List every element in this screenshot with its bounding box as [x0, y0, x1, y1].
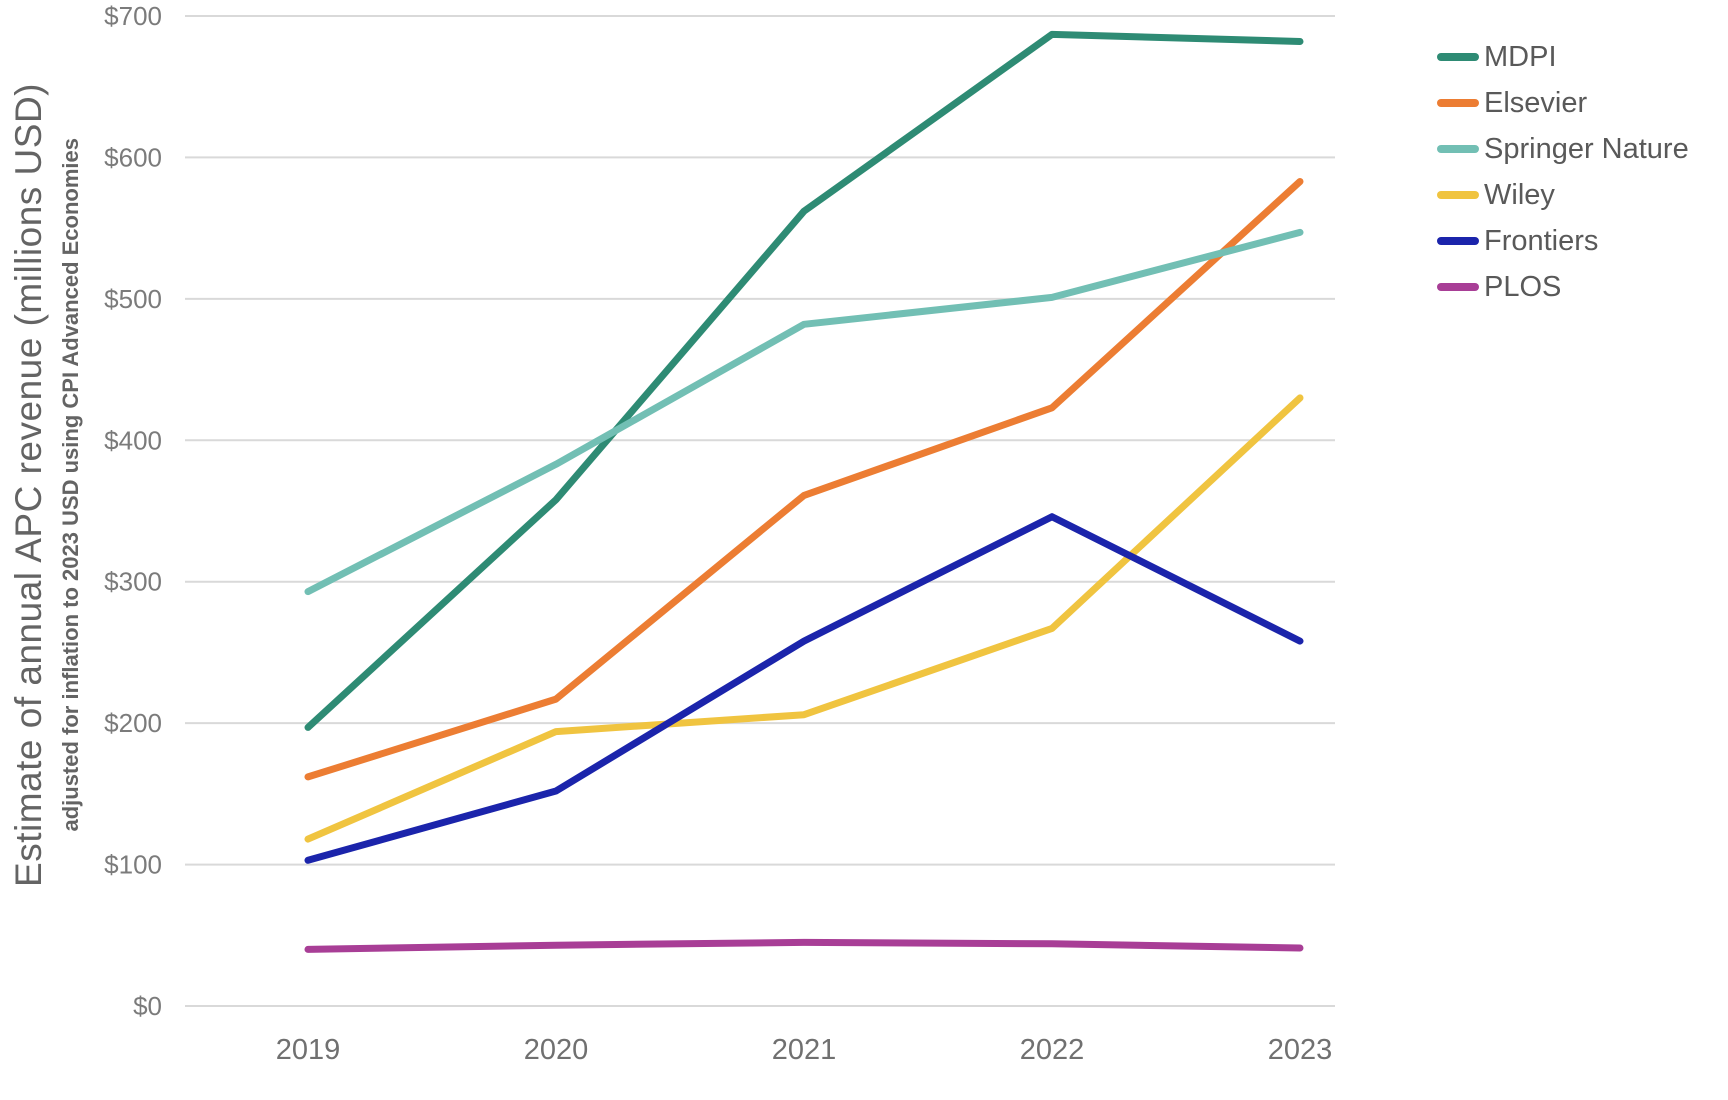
legend: MDPI Elsevier Springer Nature Wiley Frontier… [1437, 34, 1689, 310]
series-line-plos [304, 938, 1304, 953]
y-tick-label: $500 [104, 284, 162, 314]
y-tick-label: $600 [104, 142, 162, 172]
series-line-elsevier [304, 178, 1304, 781]
legend-item-frontiers: Frontiers [1437, 218, 1689, 264]
y-tick-label: $700 [104, 1, 162, 31]
legend-label: Frontiers [1484, 224, 1599, 257]
legend-item-mdpi: MDPI [1437, 34, 1689, 80]
legend-label: PLOS [1484, 270, 1562, 303]
y-tick-label: $200 [104, 708, 162, 738]
legend-item-springer-nature: Springer Nature [1437, 126, 1689, 172]
series-line-mdpi [304, 30, 1304, 731]
legend-label: Elsevier [1484, 86, 1588, 119]
y-tick-label: $400 [104, 425, 162, 455]
x-tick-label: 2019 [276, 1034, 341, 1066]
legend-swatch [1437, 99, 1479, 107]
y-tick-label: $0 [133, 991, 162, 1021]
legend-label: Springer Nature [1484, 132, 1689, 165]
x-tick-label: 2023 [1268, 1034, 1333, 1066]
legend-item-plos: PLOS [1437, 264, 1689, 310]
legend-swatch [1437, 283, 1479, 291]
legend-swatch [1437, 145, 1479, 153]
legend-item-wiley: Wiley [1437, 172, 1689, 218]
y-tick-label: $100 [104, 850, 162, 880]
series-line-wiley [304, 394, 1304, 843]
series-line-springer-nature [304, 228, 1304, 596]
legend-swatch [1437, 237, 1479, 245]
y-tick-label: $300 [104, 567, 162, 597]
x-tick-label: 2021 [772, 1034, 837, 1066]
series-line-frontiers [304, 513, 1304, 864]
x-tick-label: 2022 [1020, 1034, 1085, 1066]
legend-label: MDPI [1484, 40, 1557, 73]
legend-label: Wiley [1484, 178, 1555, 211]
legend-item-elsevier: Elsevier [1437, 80, 1689, 126]
legend-swatch [1437, 53, 1479, 61]
x-tick-label: 2020 [524, 1034, 589, 1066]
legend-swatch [1437, 191, 1479, 199]
